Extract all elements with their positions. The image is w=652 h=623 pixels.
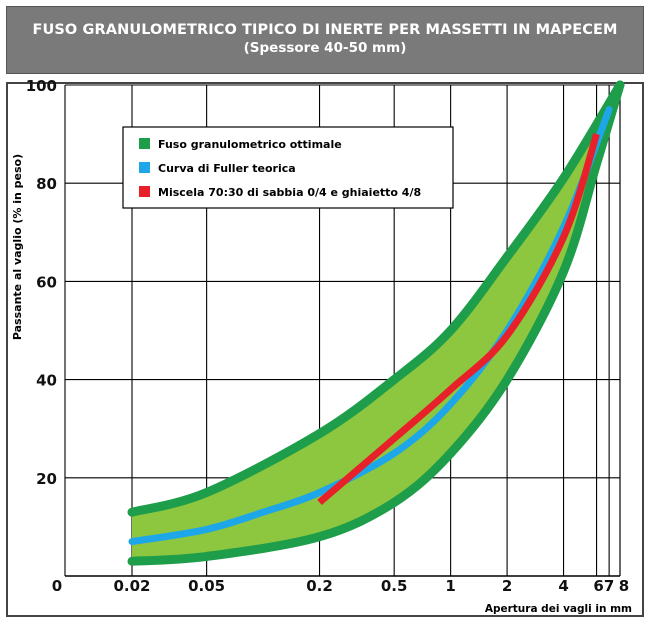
plot-series — [127, 80, 625, 566]
legend-label-miscela: Miscela 70:30 di sabbia 0/4 e ghiaietto … — [158, 186, 421, 199]
x-tick-label: 4 — [558, 577, 568, 595]
x-tick-label: 0 — [52, 577, 62, 595]
legend: Fuso granulometrico ottimale Curva di Fu… — [122, 126, 454, 209]
line-miscela — [317, 133, 600, 506]
legend-swatch-fuso — [139, 138, 150, 149]
y-axis-label: Passante al vaglio (% in peso) — [11, 154, 24, 340]
x-tick-label: 7 — [604, 577, 614, 595]
legend-label-fuso: Fuso granulometrico ottimale — [158, 138, 342, 151]
chart-header: FUSO GRANULOMETRICO TIPICO DI INERTE PER… — [6, 6, 644, 74]
legend-box — [122, 126, 454, 209]
legend-label-fuller: Curva di Fuller teorica — [158, 162, 296, 175]
y-tick-label: 80 — [36, 175, 57, 193]
legend-swatch-miscela — [139, 186, 150, 197]
x-tick-label: 0.2 — [306, 577, 333, 595]
line-fuller — [128, 106, 613, 546]
chart-frame — [6, 82, 644, 617]
x-tick-label: 1 — [445, 577, 455, 595]
x-tick-label: 0.5 — [381, 577, 408, 595]
chart-title: FUSO GRANULOMETRICO TIPICO DI INERTE PER… — [32, 22, 618, 38]
x-tick-label: 8 — [619, 577, 629, 595]
band-upper-edge — [127, 80, 625, 517]
y-tick-label: 100 — [26, 77, 57, 95]
y-tick-label: 40 — [36, 372, 57, 390]
x-tick-label: 0.02 — [113, 577, 150, 595]
x-tick-label: 6 — [593, 577, 603, 595]
y-tick-label: 20 — [36, 470, 57, 488]
x-tick-label: 2 — [502, 577, 512, 595]
axis-tick-labels: 20 40 60 80 100 0 0.02 0.05 0.2 0.5 1 2 4 6 7 8 — [26, 77, 630, 595]
legend-swatch-fuller — [139, 162, 150, 173]
x-tick-label: 0.05 — [188, 577, 225, 595]
band-lower-edge — [127, 80, 625, 566]
y-tick-label: 60 — [36, 273, 57, 291]
chart-subtitle: (Spessore 40-50 mm) — [243, 40, 407, 56]
x-axis-label: Apertura dei vagli in mm — [485, 603, 632, 615]
